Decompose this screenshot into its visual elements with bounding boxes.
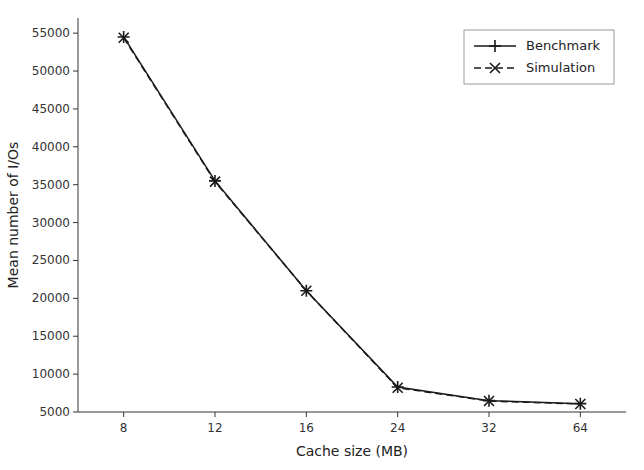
- x-tick: [397, 412, 398, 417]
- series-line: [124, 38, 581, 404]
- chart: 5000 10000 15000 20000 25000 30000 35000 40000 4…: [0, 0, 644, 470]
- x-tick: [489, 412, 490, 417]
- y-tick: [73, 260, 78, 261]
- x-tick-label: 24: [390, 421, 405, 435]
- y-tick-label: 15000: [32, 329, 70, 343]
- y-tick-label: 25000: [32, 253, 70, 267]
- y-axis-line: [78, 18, 79, 412]
- point-marker: [484, 396, 494, 406]
- point-marker: [209, 175, 221, 187]
- legend-label: Benchmark: [526, 38, 601, 53]
- point-marker: [574, 398, 586, 410]
- point-marker: [118, 31, 130, 43]
- y-tick: [73, 374, 78, 375]
- point-marker: [392, 381, 404, 393]
- y-tick: [73, 71, 78, 72]
- y-tick-label: 10000: [32, 367, 70, 381]
- y-tick: [73, 108, 78, 109]
- y-axis-label: Mean number of I/Os: [5, 142, 21, 289]
- y-tick-label: 50000: [32, 64, 70, 78]
- legend-marker: [489, 40, 501, 52]
- y-tick-label: 55000: [32, 26, 70, 40]
- y-tick-label: 45000: [32, 102, 70, 116]
- legend-marker: [490, 63, 500, 73]
- y-tick-label: 30000: [32, 216, 70, 230]
- x-tick-label: 16: [299, 421, 314, 435]
- y-tick: [73, 336, 78, 337]
- x-tick-label: 8: [120, 421, 128, 435]
- axes: 5000 10000 15000 20000 25000 30000 35000 40000 4…: [32, 18, 626, 435]
- x-tick-label: 12: [207, 421, 222, 435]
- point-marker: [575, 399, 585, 409]
- x-tick: [306, 412, 307, 417]
- point-marker: [119, 33, 129, 43]
- x-tick: [580, 412, 581, 417]
- x-tick-label: 32: [481, 421, 496, 435]
- point-marker: [301, 286, 311, 296]
- point-marker: [300, 285, 312, 297]
- x-tick: [123, 412, 124, 417]
- legend-label: Simulation: [526, 60, 595, 75]
- point-marker: [393, 383, 403, 393]
- x-tick-label: 64: [573, 421, 588, 435]
- y-tick: [73, 222, 78, 223]
- legend-box: [464, 30, 614, 84]
- x-tick: [215, 412, 216, 417]
- y-tick-label: 5000: [39, 405, 70, 419]
- series-line: [124, 37, 581, 404]
- y-tick-label: 40000: [32, 140, 70, 154]
- x-axis-label: Cache size (MB): [296, 443, 408, 459]
- x-axis-line: [78, 412, 626, 413]
- y-tick: [73, 33, 78, 34]
- y-tick-label: 20000: [32, 291, 70, 305]
- y-tick: [73, 412, 78, 413]
- y-tick: [73, 146, 78, 147]
- plot-data: [118, 31, 587, 410]
- point-marker: [210, 177, 220, 187]
- y-tick-label: 35000: [32, 178, 70, 192]
- legend: Benchmark Simulation: [464, 30, 614, 84]
- y-tick: [73, 298, 78, 299]
- y-tick: [73, 184, 78, 185]
